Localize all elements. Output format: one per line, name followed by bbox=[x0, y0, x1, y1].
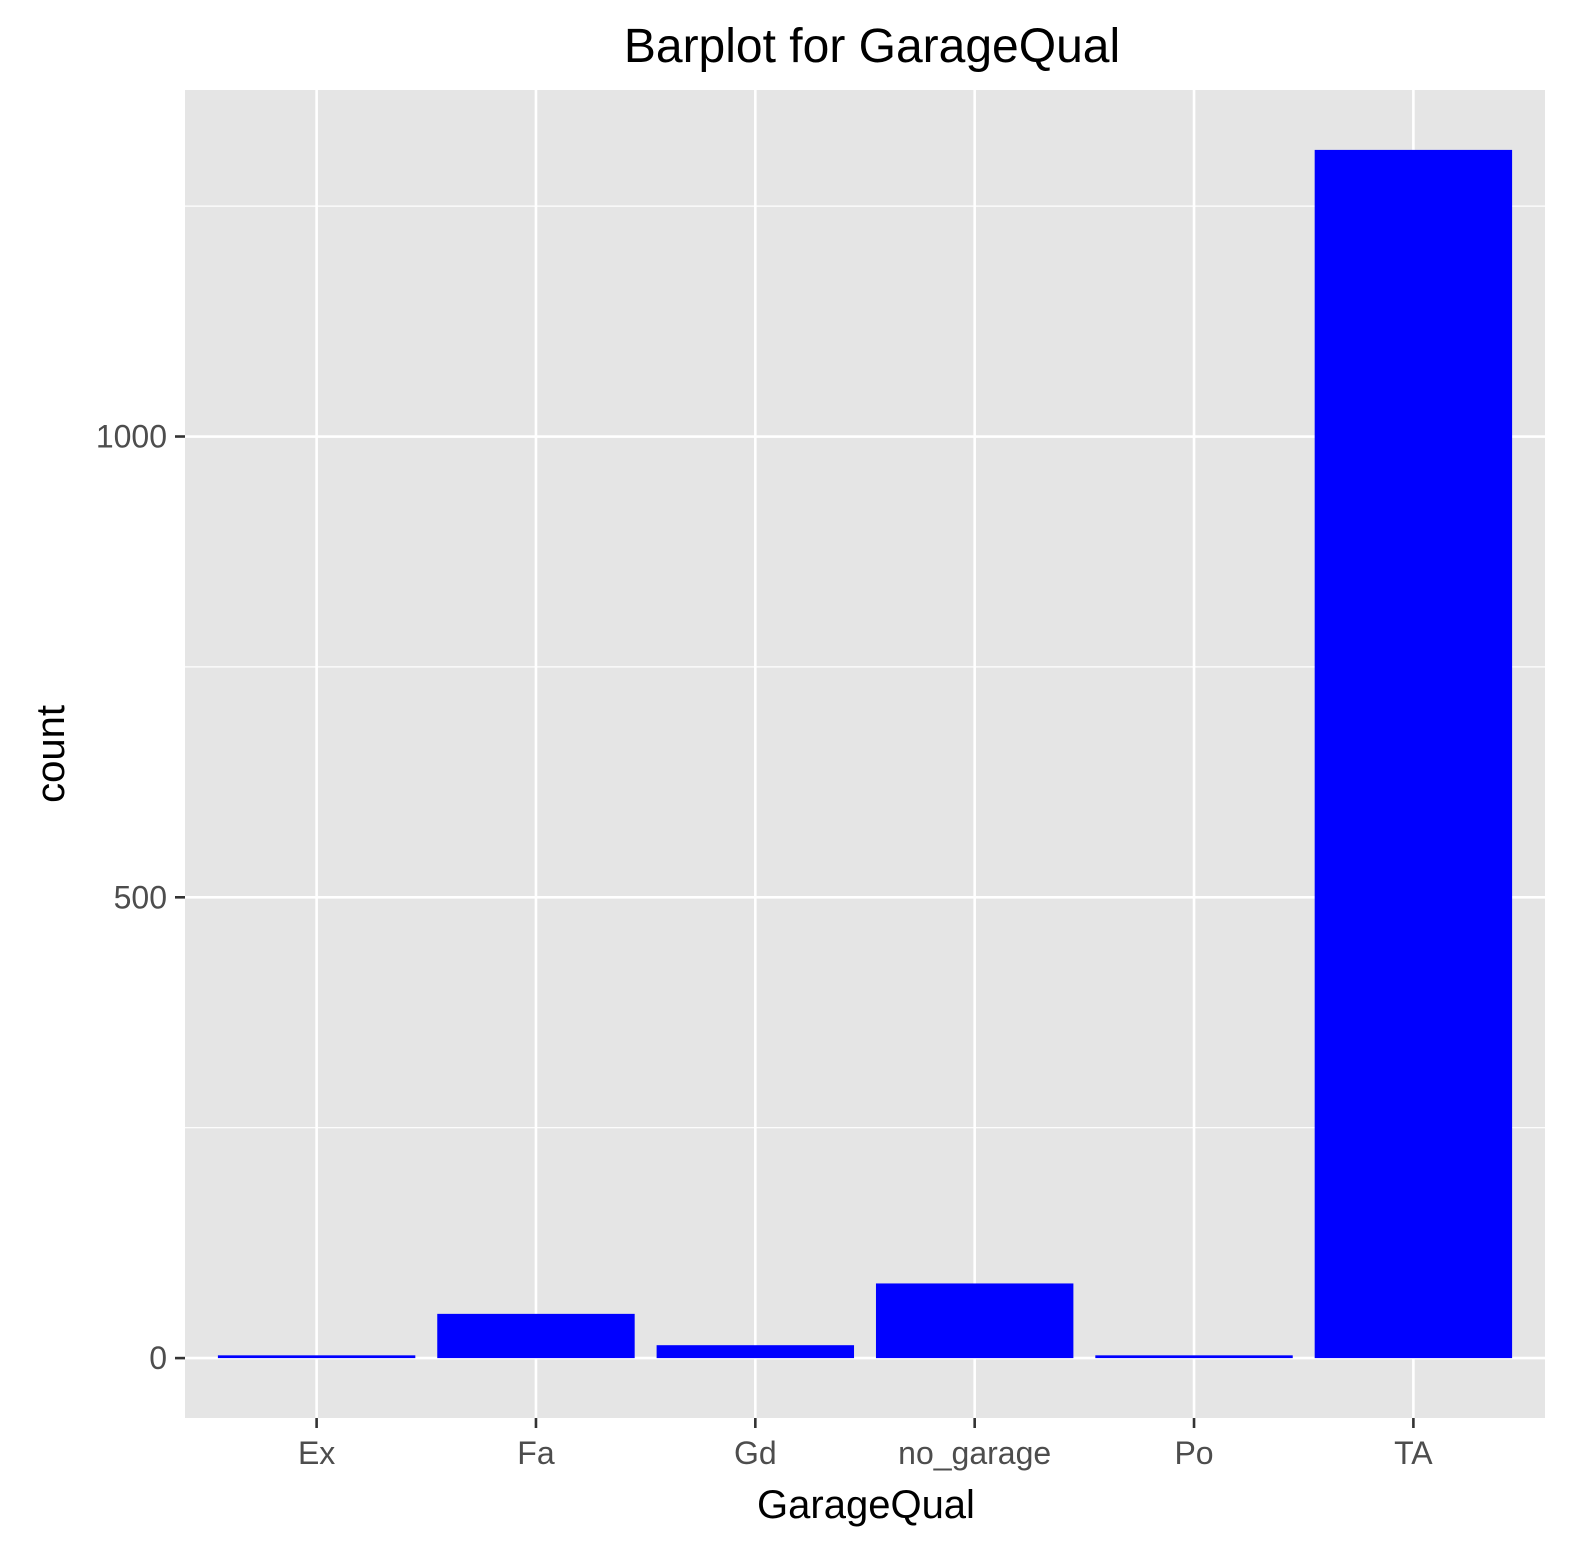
x-tick-label: Gd bbox=[734, 1435, 777, 1471]
x-tick-label: TA bbox=[1394, 1435, 1433, 1471]
y-tick-label: 1000 bbox=[96, 419, 167, 455]
bar-no-garage bbox=[875, 1283, 1074, 1359]
y-axis: 0 500 1000 bbox=[96, 419, 185, 1376]
y-axis-title: count bbox=[29, 705, 73, 803]
x-axis-title: GarageQual bbox=[757, 1483, 975, 1527]
bar-fa bbox=[437, 1313, 635, 1359]
x-tick-label: Ex bbox=[298, 1435, 335, 1471]
x-tick-label: no_garage bbox=[898, 1435, 1051, 1471]
bars bbox=[217, 149, 1513, 1359]
y-tick-label: 500 bbox=[114, 879, 167, 915]
y-tick-label: 0 bbox=[149, 1340, 167, 1376]
bar-ex bbox=[217, 1355, 416, 1359]
x-tick-label: Po bbox=[1174, 1435, 1213, 1471]
grid-lines bbox=[185, 90, 1545, 1418]
x-tick-label: Fa bbox=[517, 1435, 555, 1471]
chart-title: Barplot for GarageQual bbox=[624, 20, 1120, 73]
x-axis: Ex Fa Gd no_garage Po TA bbox=[298, 1418, 1433, 1471]
bar-gd bbox=[656, 1345, 855, 1359]
bar-po bbox=[1095, 1355, 1293, 1359]
bar-ta bbox=[1314, 149, 1513, 1359]
